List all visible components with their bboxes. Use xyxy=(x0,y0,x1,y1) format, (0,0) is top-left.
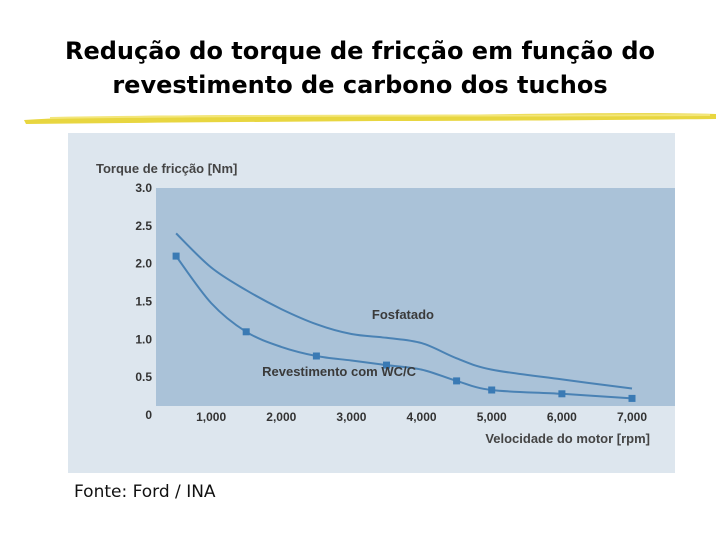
series-line-0 xyxy=(175,232,633,390)
y-axis-title: Torque de fricção [Nm] xyxy=(96,161,237,176)
title-line-2: revestimento de carbono dos tuchos xyxy=(112,71,608,99)
underline-highlight xyxy=(49,114,711,119)
x-tick-label: 7,000 xyxy=(617,410,647,424)
y-tick-label: 0.5 xyxy=(135,370,152,384)
source-note: Fonte: Ford / INA xyxy=(74,482,216,502)
y-tick-label: 2.5 xyxy=(135,219,152,233)
y-tick-label: 3.0 xyxy=(135,181,152,195)
x-tick-label: 5,000 xyxy=(477,410,507,424)
plot-area xyxy=(156,188,675,406)
x-tick-label: 4,000 xyxy=(407,410,437,424)
chart-panel: 0 0.5 1.0 1.5 2.0 2.5 3.0 1,000 2,000 3,000 4,000… xyxy=(68,133,675,473)
series-layer xyxy=(172,232,636,402)
data-point-marker xyxy=(628,394,636,402)
data-point-marker xyxy=(488,386,496,394)
x-axis-ticks: 1,000 2,000 3,000 4,000 5,000 6,000 7,000 xyxy=(196,410,647,424)
y-axis-ticks: 0 0.5 1.0 1.5 2.0 2.5 3.0 xyxy=(135,181,152,422)
data-point-marker xyxy=(172,252,180,260)
x-tick-label: 1,000 xyxy=(196,410,226,424)
data-point-marker xyxy=(242,328,250,336)
slide-title: Redução do torque de fricção em função d… xyxy=(0,34,720,102)
x-axis-title: Velocidade do motor [rpm] xyxy=(485,431,650,446)
x-tick-label: 6,000 xyxy=(547,410,577,424)
data-point-marker xyxy=(383,361,390,369)
y-tick-label: 1.5 xyxy=(135,295,152,309)
y-tick-label: 2.0 xyxy=(135,257,152,271)
data-point-marker xyxy=(312,352,320,360)
x-tick-label: 2,000 xyxy=(266,410,296,424)
friction-torque-chart: 0 0.5 1.0 1.5 2.0 2.5 3.0 1,000 2,000 3,000 4,000… xyxy=(96,161,675,446)
series-label-fosfatado: Fosfatado xyxy=(372,307,434,322)
series-label-wcc: Revestimento com WC/C xyxy=(262,364,416,379)
title-line-1: Redução do torque de fricção em função d… xyxy=(64,37,655,65)
data-point-marker xyxy=(558,390,566,398)
y-tick-label: 0 xyxy=(145,408,152,422)
data-point-marker xyxy=(453,377,461,385)
x-tick-label: 3,000 xyxy=(336,410,366,424)
title-underline xyxy=(24,113,716,124)
y-tick-label: 1.0 xyxy=(135,332,152,346)
